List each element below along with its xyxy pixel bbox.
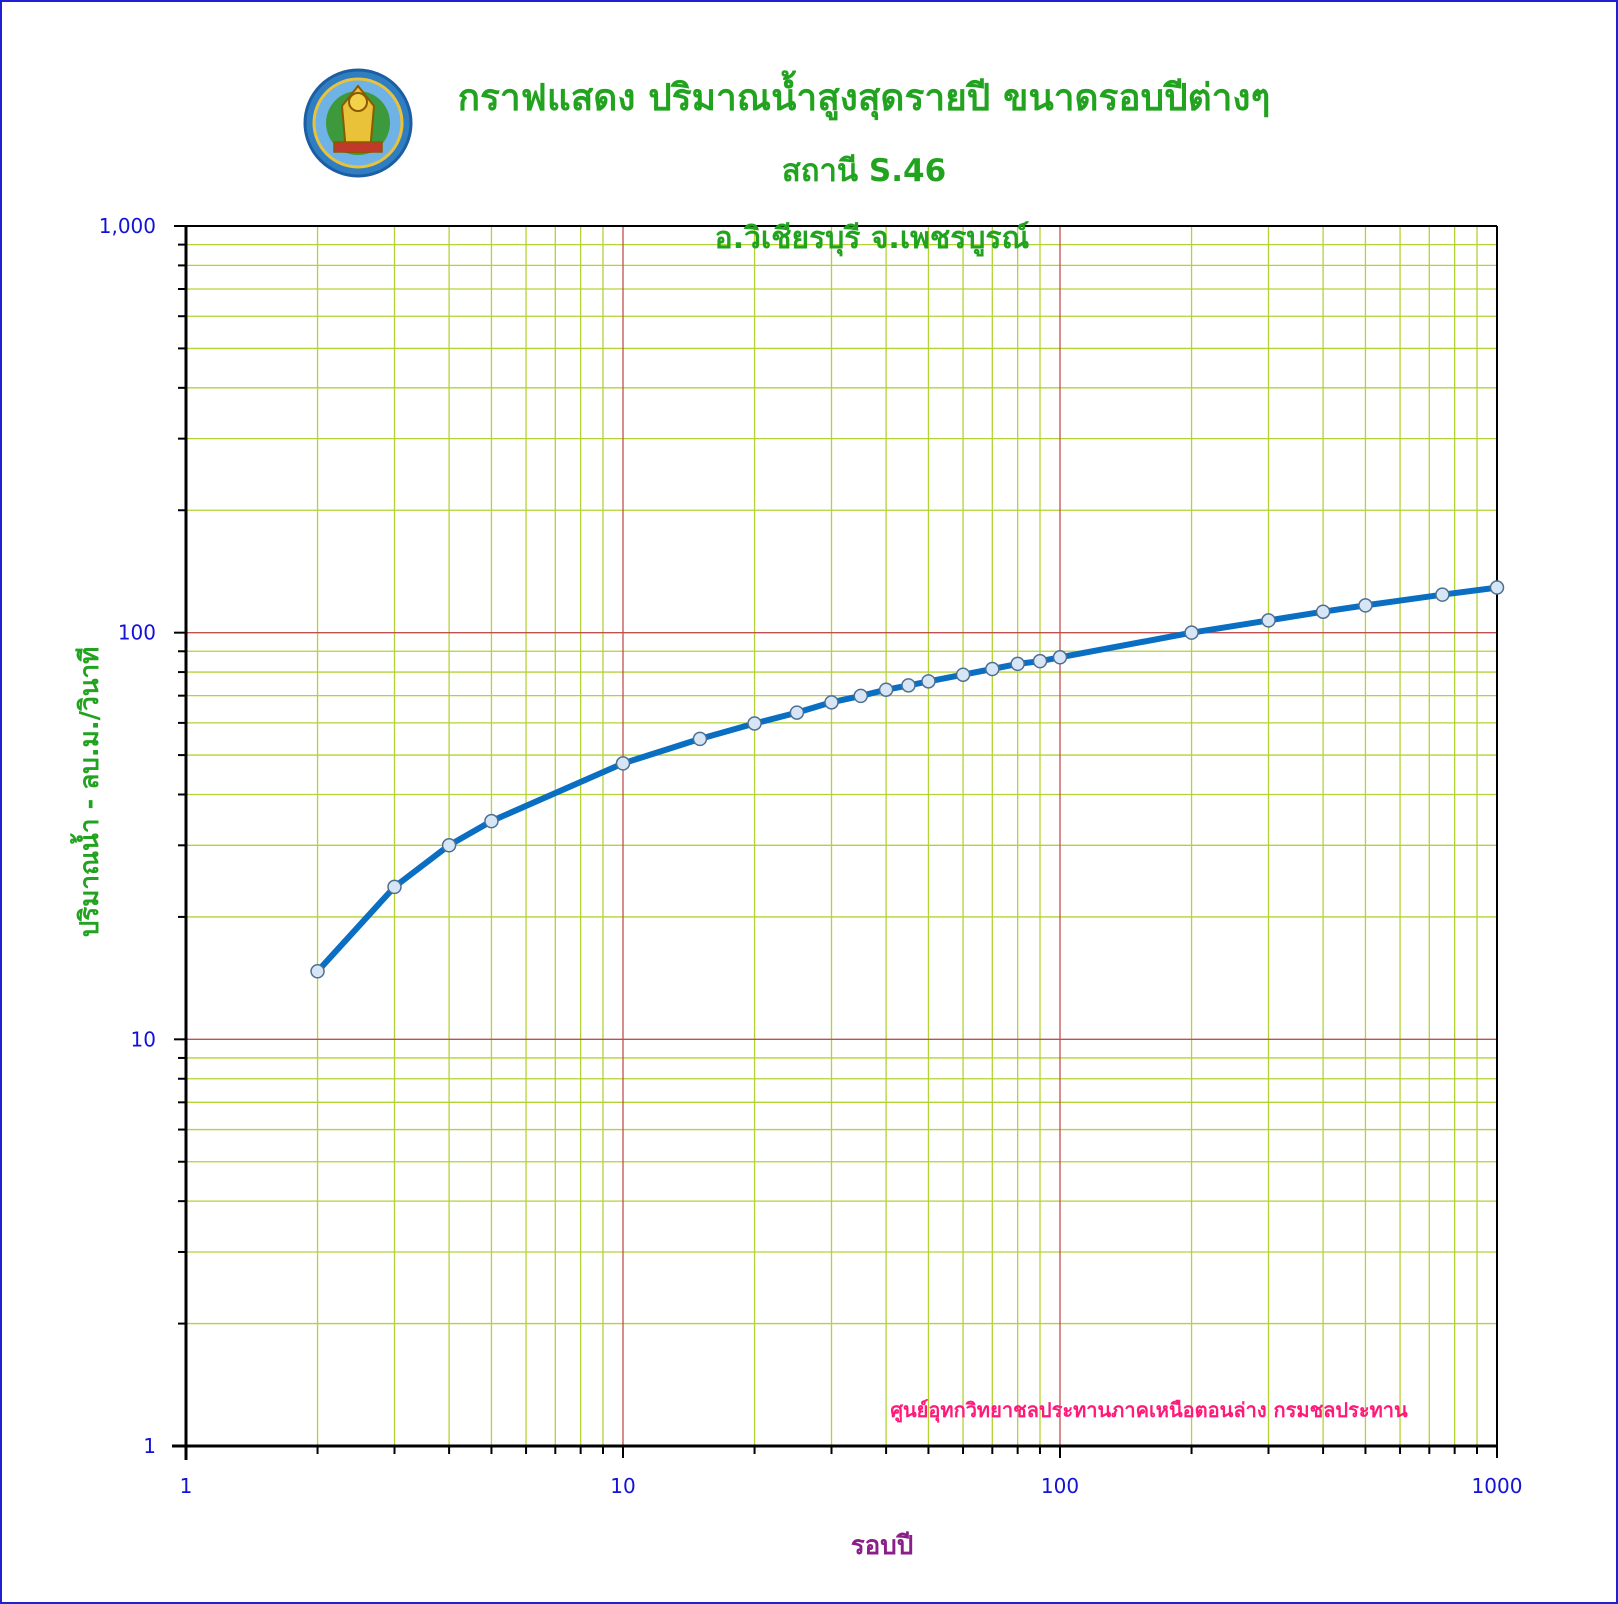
- y-axis-tick-labels: 1 10 100 1,000: [99, 214, 156, 1458]
- data-point: [1489, 580, 1505, 595]
- data-point: [1010, 656, 1025, 672]
- chart-title: กราฟแสดง ปริมาณน้ำสูงสุดรายปี ขนาดรอบปีต…: [458, 70, 1271, 121]
- data-point: [985, 661, 1000, 677]
- data-point: [484, 813, 499, 829]
- series-markers: [310, 580, 1505, 979]
- series-line: [314, 584, 1500, 975]
- data-point: [1261, 613, 1276, 628]
- y-tick-label: 1,000: [99, 214, 156, 238]
- data-point: [615, 756, 631, 771]
- data-point: [789, 705, 805, 720]
- x-axis-label: รอบปี: [851, 1531, 914, 1561]
- data-point: [1315, 604, 1331, 619]
- y-tick-label: 100: [118, 621, 156, 645]
- plot-axes: [172, 225, 1498, 1460]
- y-axis-label: ปริมาณน้ำ - ลบ.ม./วินาที: [69, 647, 105, 938]
- data-point: [747, 716, 762, 731]
- data-point: [901, 678, 916, 693]
- x-tick-label: 100: [1041, 1474, 1079, 1498]
- data-point: [1052, 650, 1068, 665]
- data-point: [387, 879, 402, 895]
- data-point: [853, 688, 869, 704]
- data-point: [1032, 653, 1048, 669]
- y-tick-label: 1: [143, 1434, 156, 1458]
- x-axis-tick-labels: 1 10 100 1000: [180, 1474, 1523, 1498]
- data-point: [1435, 587, 1450, 602]
- data-point: [441, 838, 457, 853]
- chart-location: อ.วิเชียรบุรี จ.เพชรบูรณ์: [715, 221, 1030, 257]
- data-point: [1358, 598, 1373, 613]
- rid-logo-seal: [303, 68, 413, 178]
- x-tick-label: 10: [610, 1474, 635, 1498]
- x-tick-label: 1: [180, 1474, 193, 1498]
- source-note: ศูนย์อุทกวิทยาชลประทานภาคเหนือตอนล่าง กร…: [890, 1398, 1408, 1424]
- data-point: [955, 667, 971, 682]
- plot-background: [186, 226, 1497, 1446]
- data-point: [1184, 625, 1199, 640]
- x-tick-label: 1000: [1472, 1474, 1523, 1498]
- data-point: [921, 674, 936, 689]
- data-point: [692, 731, 708, 747]
- data-point: [878, 682, 894, 697]
- y-tick-label: 10: [131, 1027, 156, 1051]
- plot-grid: [186, 226, 1497, 1446]
- data-point: [824, 695, 839, 710]
- chart-subtitle: สถานี S.46: [782, 153, 946, 189]
- data-point: [310, 964, 325, 979]
